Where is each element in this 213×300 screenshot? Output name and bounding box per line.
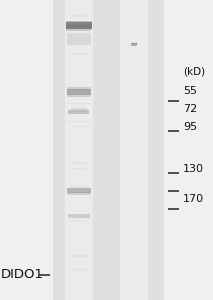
Bar (70, 53, 88, 55)
Bar (68, 139, 89, 140)
Text: 72: 72 (183, 103, 197, 114)
Text: 55: 55 (183, 85, 197, 96)
Bar (126, 31, 142, 32)
Bar (67, 87, 91, 90)
Bar (72, 162, 85, 164)
Bar (67, 121, 91, 122)
Bar (67, 103, 91, 104)
Bar (68, 94, 90, 97)
Bar (73, 15, 85, 17)
Bar (70, 256, 87, 257)
Bar (71, 168, 86, 169)
Bar (127, 37, 141, 38)
Bar (125, 191, 143, 192)
Bar (66, 22, 92, 29)
Bar (70, 269, 88, 270)
Bar (68, 192, 90, 195)
Bar (131, 43, 137, 46)
Text: 130: 130 (183, 164, 204, 175)
Text: DIDO1: DIDO1 (1, 268, 44, 281)
Bar (73, 26, 85, 28)
Text: 170: 170 (183, 194, 204, 205)
Bar (71, 126, 87, 127)
Bar (72, 220, 85, 221)
Bar (71, 90, 87, 92)
Bar (70, 186, 88, 188)
Bar (66, 21, 91, 24)
Bar (67, 88, 91, 94)
Bar (68, 214, 90, 218)
Bar (65, 0, 93, 300)
Text: (kD): (kD) (183, 66, 205, 76)
Bar (67, 33, 91, 45)
Bar (132, 43, 137, 44)
Text: 95: 95 (183, 122, 197, 132)
Bar (67, 188, 91, 193)
Bar (125, 101, 144, 102)
Bar (120, 0, 148, 300)
Bar (66, 28, 91, 31)
Bar (71, 108, 87, 110)
Bar (69, 273, 89, 274)
Bar (125, 120, 144, 121)
Bar (53, 0, 164, 300)
Bar (68, 96, 90, 97)
Bar (72, 185, 86, 186)
Bar (70, 221, 88, 222)
Bar (68, 110, 89, 113)
